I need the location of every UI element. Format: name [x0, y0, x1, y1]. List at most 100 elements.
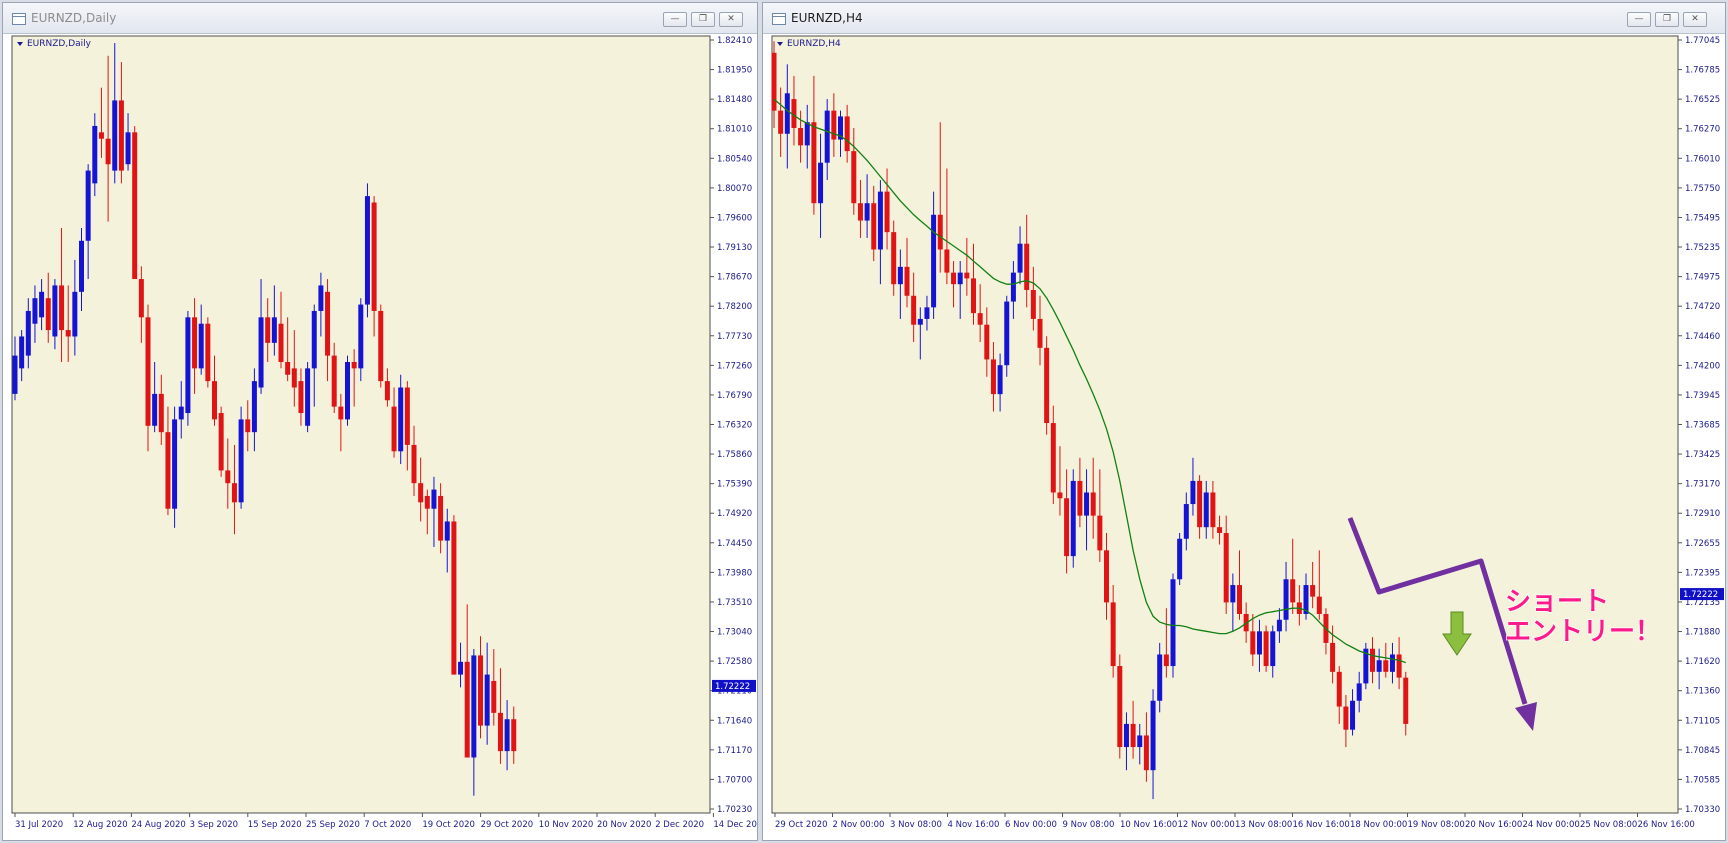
x-tick-label: 4 Nov 16:00 — [948, 820, 1000, 830]
candle-body — [818, 162, 824, 204]
candle-body — [351, 361, 357, 369]
chart-window-daily[interactable]: EURNZD,Daily — ❐ ✕ EURNZD,Daily 1.82410 1.… — [2, 2, 758, 841]
window-titlebar[interactable]: EURNZD,Daily — ❐ ✕ — [3, 3, 757, 34]
x-tick-label: 24 Aug 2020 — [131, 820, 185, 830]
candle-body — [345, 361, 350, 420]
green-down-arrow-icon — [1442, 611, 1472, 656]
restore-icon: ❐ — [1662, 14, 1672, 24]
chart-window-h4[interactable]: EURNZD,H4 — ❐ ✕ EURNZD,H4 1.77045 1.76785 1… — [762, 2, 1726, 841]
candle-body — [1077, 480, 1083, 516]
candle-body — [265, 317, 271, 343]
candle-body — [138, 279, 144, 318]
candle-body — [964, 272, 970, 279]
candle-body — [990, 359, 996, 395]
y-tick-label: 1.77730 — [717, 332, 752, 342]
candle-body — [1157, 654, 1163, 701]
candle-body — [238, 419, 244, 503]
candle-body — [398, 387, 404, 452]
candle-body — [997, 365, 1003, 395]
x-tick-label: 18 Nov 00:00 — [1350, 820, 1407, 830]
daily-chart[interactable]: EURNZD,Daily 1.82410 1.81950 1.81480 1.81010… — [3, 34, 757, 840]
callout-text-line2: エントリー！ — [1505, 617, 1661, 647]
h4-chart[interactable]: EURNZD,H4 1.77045 1.76785 1.76525 1.76270 1.7… — [763, 34, 1725, 840]
x-tick-label: 29 Oct 2020 — [481, 820, 534, 830]
candle-body — [1356, 683, 1362, 701]
y-tick-label: 1.81010 — [717, 125, 752, 135]
candle-body — [1276, 619, 1282, 632]
candle-body — [1017, 243, 1023, 273]
restore-button[interactable]: ❐ — [1655, 12, 1679, 27]
candle-body — [145, 317, 151, 426]
candle-body — [1110, 602, 1116, 667]
candle-body — [338, 406, 344, 420]
candle-body — [1263, 631, 1269, 667]
y-tick-label: 1.70845 — [1685, 746, 1720, 756]
candle-body — [1223, 532, 1229, 603]
y-tick-label: 1.75495 — [1685, 213, 1720, 223]
candle-body — [112, 100, 118, 171]
current-price-tag — [1680, 588, 1724, 601]
candle-body — [1217, 527, 1223, 533]
close-button[interactable]: ✕ — [1683, 12, 1707, 27]
candle-body — [1057, 492, 1063, 499]
candle-body — [19, 336, 25, 369]
close-button[interactable]: ✕ — [719, 12, 743, 27]
candle-body — [857, 203, 863, 221]
candle-body — [52, 285, 58, 337]
x-tick-label: 12 Nov 00:00 — [1178, 820, 1235, 830]
y-tick-label: 1.76785 — [1685, 66, 1720, 76]
candle-body — [791, 99, 797, 128]
y-tick-label: 1.79130 — [717, 243, 752, 253]
candle-body — [192, 317, 198, 369]
y-tick-label: 1.76270 — [1685, 125, 1720, 135]
candle-body — [45, 298, 51, 331]
downtrend-arrowhead — [1515, 702, 1537, 731]
candle-body — [1104, 550, 1109, 603]
candle-body — [1230, 585, 1236, 603]
candle-body — [1290, 579, 1296, 603]
y-tick-label: 1.74200 — [1685, 361, 1720, 371]
y-tick-label: 1.80070 — [717, 184, 752, 194]
candle-body — [1030, 289, 1036, 319]
x-tick-label: 10 Nov 16:00 — [1120, 820, 1177, 830]
candle-body — [251, 381, 257, 433]
candle-body — [1143, 735, 1149, 771]
x-tick-label: 19 Oct 2020 — [422, 820, 475, 830]
x-tick-label: 13 Nov 08:00 — [1235, 820, 1292, 830]
y-tick-label: 1.73425 — [1685, 450, 1720, 460]
candle-body — [1170, 579, 1176, 667]
candle-body — [491, 680, 497, 713]
candle-body — [1376, 660, 1382, 672]
y-tick-label: 1.81480 — [717, 95, 752, 105]
y-tick-label: 1.74450 — [717, 539, 752, 549]
candle-body — [464, 661, 470, 758]
candle-body — [218, 413, 224, 471]
candle-body — [838, 116, 843, 140]
close-icon: ✕ — [727, 14, 735, 24]
candle-body — [1123, 723, 1129, 748]
candle-body — [371, 202, 377, 311]
candle-body — [458, 661, 464, 675]
candle-body — [384, 381, 390, 401]
x-tick-label: 16 Nov 16:00 — [1293, 820, 1350, 830]
candle-body — [152, 393, 158, 426]
y-tick-label: 1.75390 — [717, 480, 752, 490]
chart-window-icon — [12, 13, 26, 25]
candle-body — [1084, 492, 1090, 516]
y-tick-label: 1.78670 — [717, 273, 752, 283]
candle-body — [471, 655, 477, 758]
candle-body — [451, 521, 457, 675]
candle-body — [285, 361, 291, 375]
window-titlebar[interactable]: EURNZD,H4 — ❐ ✕ — [763, 3, 1725, 34]
candle-body — [325, 291, 331, 356]
candle-body — [951, 272, 957, 285]
y-tick-label: 1.72910 — [1685, 509, 1720, 519]
candle-body — [79, 240, 84, 292]
restore-button[interactable]: ❐ — [691, 12, 715, 27]
minimize-button[interactable]: — — [1627, 12, 1651, 27]
candle-body — [431, 489, 437, 509]
candle-body — [32, 298, 38, 324]
minimize-button[interactable]: — — [663, 12, 687, 27]
candle-body — [778, 110, 784, 134]
candle-body — [917, 318, 923, 325]
